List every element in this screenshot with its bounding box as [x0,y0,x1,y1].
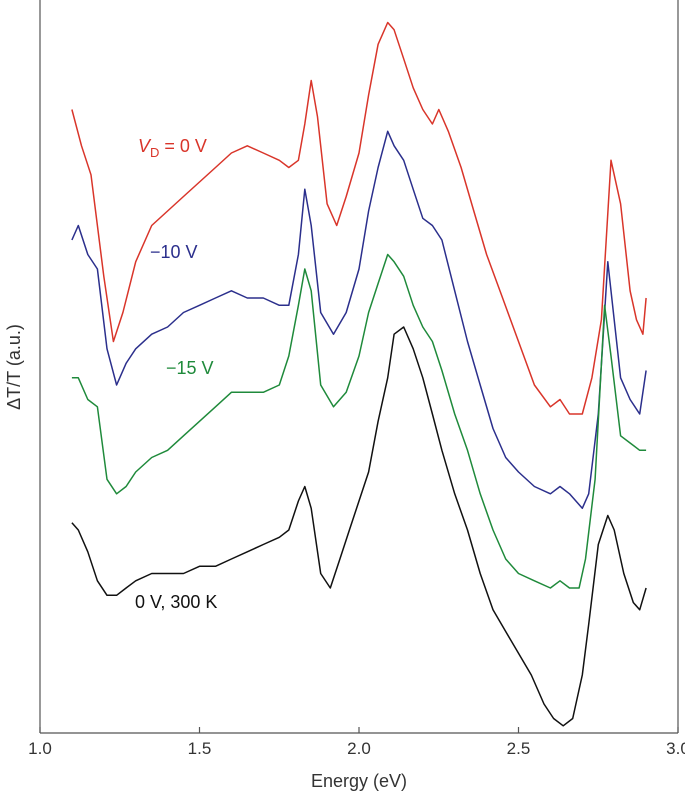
series-label-minus10v: −10 V [150,242,198,262]
series-label-0v-300k: 0 V, 300 K [135,592,217,612]
x-axis-title: Energy (eV) [311,771,407,791]
x-tick-label: 2.0 [347,739,371,758]
series-label-vd-rest: = 0 V [159,136,207,156]
x-tick-label: 1.0 [28,739,52,758]
series-label-vd-0v: VD = 0 V [138,136,207,160]
series-label-minus15v: −15 V [166,358,214,378]
series-label-vd-main: V [138,136,152,156]
series-line-3 [71,326,647,727]
series-line-0 [71,21,647,415]
x-tick-label: 2.5 [507,739,531,758]
x-tick-label: 1.5 [188,739,212,758]
series-line-1 [71,130,647,510]
series-line-2 [71,253,647,589]
x-tick-label: 3.0 [666,739,685,758]
y-axis-title: ΔT/T (a.u.) [4,324,24,410]
x-ticks: 1.0 1.5 2.0 2.5 3.0 [28,727,685,758]
series-layer [71,21,647,727]
series-label-vd-sub: D [150,145,159,160]
